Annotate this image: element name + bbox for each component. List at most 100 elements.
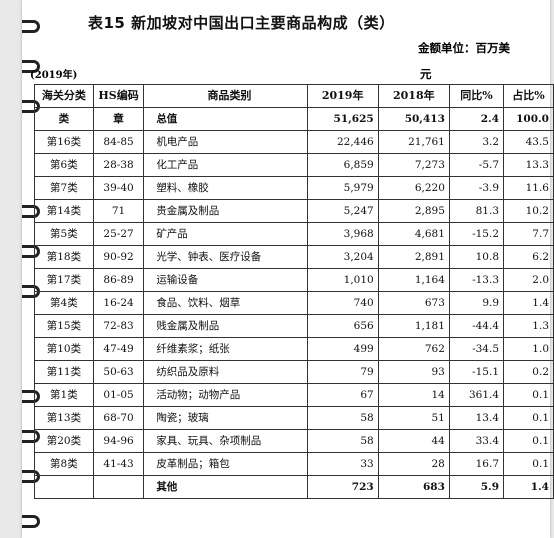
cell-name: 塑料、橡胶 [143, 176, 308, 200]
cell-2019: 51,625 [306, 107, 379, 131]
table-row: 第11类 50-63 纺织品及原料 79 93 -15.1 0.2 [34, 360, 554, 384]
cell-yoy: -44.4 [448, 314, 505, 338]
col-header-2019: 2019年 [306, 84, 379, 108]
cell-name: 其他 [143, 475, 308, 499]
cell-category: 第6类 [34, 153, 94, 177]
cell-2019: 5,247 [306, 199, 379, 223]
cell-share: 13.3 [503, 153, 554, 177]
cell-2018: 683 [377, 475, 450, 499]
cell-share: 2.0 [503, 268, 554, 292]
cell-yoy: 16.7 [448, 452, 505, 476]
cell-name: 运输设备 [143, 268, 308, 292]
cell-name: 化工产品 [143, 153, 308, 177]
cell-2018: 2,895 [377, 199, 450, 223]
cell-2018: 44 [377, 429, 450, 453]
cell-share: 0.1 [503, 452, 554, 476]
cell-share: 6.2 [503, 245, 554, 269]
cell-yoy: 361.4 [448, 383, 505, 407]
cell-hs: 84-85 [92, 130, 145, 154]
cell-2018: 673 [377, 291, 450, 315]
cell-2018: 50,413 [377, 107, 450, 131]
cell-hs: 16-24 [92, 291, 145, 315]
cell-name: 矿产品 [143, 222, 308, 246]
cell-2019: 22,446 [306, 130, 379, 154]
cell-name: 食品、饮料、烟草 [143, 291, 308, 315]
cell-share: 10.2 [503, 199, 554, 223]
cell-category: 第4类 [34, 291, 94, 315]
cell-yoy: -5.7 [448, 153, 505, 177]
unit-note-continued: 元 [420, 67, 432, 81]
cell-share: 0.2 [503, 360, 554, 384]
table-row: 第7类 39-40 塑料、橡胶 5,979 6,220 -3.9 11.6 [34, 176, 554, 200]
cell-yoy: -15.1 [448, 360, 505, 384]
cell-2018: 1,164 [377, 268, 450, 292]
cell-name: 家具、玩具、杂项制品 [143, 429, 308, 453]
cell-2019: 79 [306, 360, 379, 384]
cell-share: 0.1 [503, 406, 554, 430]
cell-share: 1.3 [503, 314, 554, 338]
cell-2018: 7,273 [377, 153, 450, 177]
cell-2019: 3,968 [306, 222, 379, 246]
cell-category: 第7类 [34, 176, 94, 200]
cell-2019: 67 [306, 383, 379, 407]
table-row: 第10类 47-49 纤维素浆；纸张 499 762 -34.5 1.0 [34, 337, 554, 361]
cell-hs: 86-89 [92, 268, 145, 292]
table-row: 第4类 16-24 食品、饮料、烟草 740 673 9.9 1.4 [34, 291, 554, 315]
cell-yoy: 33.4 [448, 429, 505, 453]
cell-category: 第17类 [34, 268, 94, 292]
cell-category: 第10类 [34, 337, 94, 361]
binder-ring-icon [22, 515, 40, 528]
cell-category [34, 475, 94, 499]
table-row: 第16类 84-85 机电产品 22,446 21,761 3.2 43.5 [34, 130, 554, 154]
table-header-row: 海关分类 HS编码 商品类别 2019年 2018年 同比% 占比% [34, 84, 554, 108]
table-row: 第8类 41-43 皮革制品；箱包 33 28 16.7 0.1 [34, 452, 554, 476]
cell-yoy: 9.9 [448, 291, 505, 315]
cell-yoy: 13.4 [448, 406, 505, 430]
binder-ring-icon [22, 20, 40, 33]
cell-hs [92, 475, 145, 499]
cell-2019: 5,979 [306, 176, 379, 200]
cell-yoy: -34.5 [448, 337, 505, 361]
cell-2018: 762 [377, 337, 450, 361]
cell-name: 纤维素浆；纸张 [143, 337, 308, 361]
cell-share: 0.1 [503, 429, 554, 453]
cell-2018: 51 [377, 406, 450, 430]
cell-category: 第8类 [34, 452, 94, 476]
cell-hs: 41-43 [92, 452, 145, 476]
table-total-row: 类 章 总值 51,625 50,413 2.4 100.0 [34, 107, 554, 131]
table-row: 第17类 86-89 运输设备 1,010 1,164 -13.3 2.0 [34, 268, 554, 292]
cell-yoy: -13.3 [448, 268, 505, 292]
col-header-name: 商品类别 [143, 84, 308, 108]
cell-category: 第5类 [34, 222, 94, 246]
table-row: 第14类 71 贵金属及制品 5,247 2,895 81.3 10.2 [34, 199, 554, 223]
cell-share: 11.6 [503, 176, 554, 200]
cell-share: 7.7 [503, 222, 554, 246]
cell-category: 第14类 [34, 199, 94, 223]
cell-name: 陶瓷；玻璃 [143, 406, 308, 430]
cell-2018: 93 [377, 360, 450, 384]
cell-2018: 28 [377, 452, 450, 476]
table-row: 第5类 25-27 矿产品 3,968 4,681 -15.2 7.7 [34, 222, 554, 246]
cell-2019: 740 [306, 291, 379, 315]
binder-ring-icon [22, 60, 40, 73]
cell-2019: 723 [306, 475, 379, 499]
cell-2019: 58 [306, 429, 379, 453]
cell-2019: 33 [306, 452, 379, 476]
export-composition-table: 海关分类 HS编码 商品类别 2019年 2018年 同比% 占比% 类 章 总… [34, 84, 554, 499]
cell-yoy: -15.2 [448, 222, 505, 246]
cell-yoy: 5.9 [448, 475, 505, 499]
cell-2018: 2,891 [377, 245, 450, 269]
cell-hs: 71 [92, 199, 145, 223]
cell-name: 贵金属及制品 [143, 199, 308, 223]
cell-share: 0.1 [503, 383, 554, 407]
col-header-share: 占比% [503, 84, 554, 108]
col-header-category: 海关分类 [34, 84, 94, 108]
col-header-2018: 2018年 [377, 84, 450, 108]
cell-2019: 58 [306, 406, 379, 430]
cell-share: 1.0 [503, 337, 554, 361]
page-title: 表15 新加坡对中国出口主要商品构成（类） [88, 14, 395, 32]
cell-hs: 50-63 [92, 360, 145, 384]
table-row: 第1类 01-05 活动物；动物产品 67 14 361.4 0.1 [34, 383, 554, 407]
cell-2018: 21,761 [377, 130, 450, 154]
cell-category: 第15类 [34, 314, 94, 338]
